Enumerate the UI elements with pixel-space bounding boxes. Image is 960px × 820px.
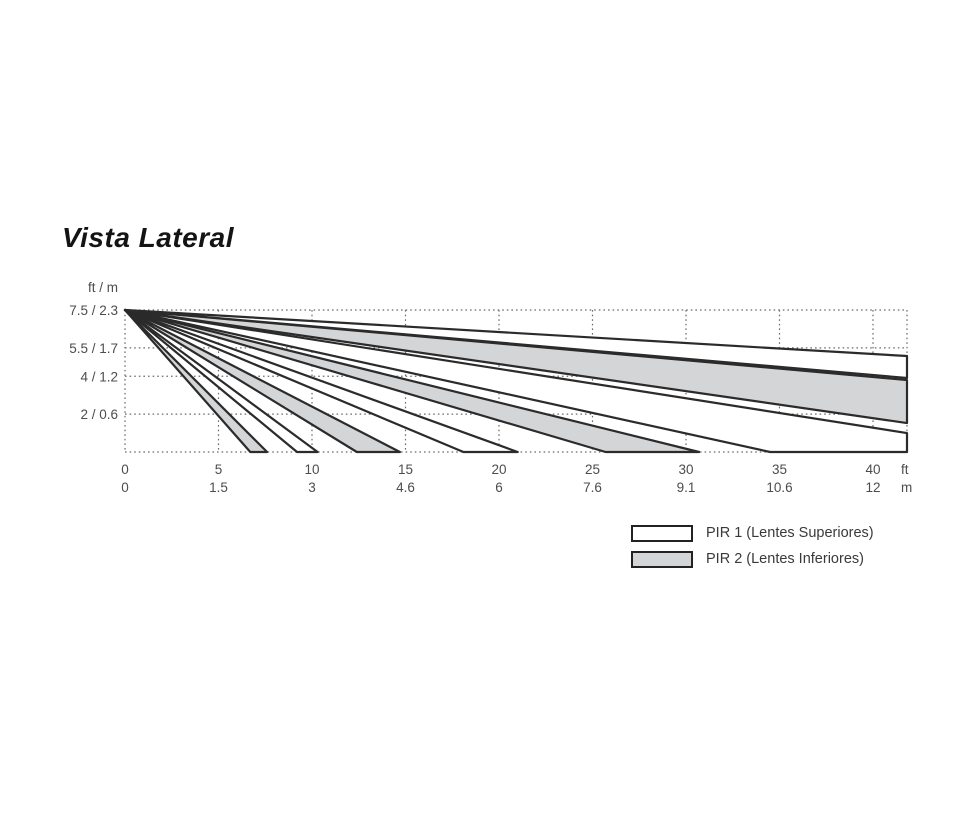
- x-tick-label-m: 4.6: [396, 480, 415, 495]
- y-tick-label: 7.5 / 2.3: [69, 303, 118, 318]
- x-tick-label-ft: 25: [585, 462, 600, 477]
- legend: PIR 1 (Lentes Superiores) PIR 2 (Lentes …: [631, 524, 874, 576]
- x-tick-label-ft: 35: [772, 462, 787, 477]
- y-tick-label: 4 / 1.2: [80, 369, 118, 384]
- beam-pir2: [123, 308, 269, 454]
- legend-swatch-pir2-icon: [631, 550, 693, 568]
- beam-pir1: [123, 308, 909, 380]
- x-tick-label-m: 7.6: [583, 480, 602, 495]
- x-tick-label-ft: 15: [398, 462, 413, 477]
- x-tick-label-m: 0: [121, 480, 129, 495]
- diagram-title: Vista Lateral: [62, 222, 234, 253]
- beam-layer: [123, 308, 909, 454]
- x-tick-label-ft: 5: [215, 462, 223, 477]
- x-axis-unit-m: m: [901, 480, 912, 495]
- x-tick-label-m: 10.6: [766, 480, 792, 495]
- legend-item-pir1: PIR 1 (Lentes Superiores): [631, 524, 874, 542]
- y-axis-unit-label: ft / m: [88, 280, 118, 295]
- x-tick-label-m: 3: [308, 480, 316, 495]
- beam-pir1: [123, 308, 319, 454]
- y-tick-label: 5.5 / 1.7: [69, 341, 118, 356]
- beam-pir1: [123, 308, 909, 454]
- x-tick-label-ft: 10: [304, 462, 319, 477]
- x-tick-label-ft: 40: [865, 462, 880, 477]
- legend-item-pir2: PIR 2 (Lentes Inferiores): [631, 550, 874, 568]
- y-tick-label: 2 / 0.6: [80, 407, 118, 422]
- x-axis-unit-ft: ft: [901, 462, 909, 477]
- beam-pir1: [123, 308, 519, 454]
- legend-label-pir1: PIR 1 (Lentes Superiores): [706, 525, 874, 541]
- beam-pir2: [123, 308, 401, 454]
- legend-swatch-pir1-icon: [631, 524, 693, 542]
- x-tick-label-m: 12: [865, 480, 880, 495]
- x-tick-label-ft: 0: [121, 462, 129, 477]
- legend-label-pir2: PIR 2 (Lentes Inferiores): [706, 551, 864, 567]
- x-tick-label-m: 6: [495, 480, 503, 495]
- x-tick-label-ft: 30: [678, 462, 693, 477]
- beam-pir2: [123, 308, 701, 454]
- x-tick-label-m: 1.5: [209, 480, 228, 495]
- x-tick-label-ft: 20: [491, 462, 506, 477]
- x-tick-label-m: 9.1: [677, 480, 696, 495]
- label-layer: ft / m 7.5 / 2.3 5.5 / 1.7 4 / 1.2 2 / 0.6 0 0…: [69, 280, 912, 495]
